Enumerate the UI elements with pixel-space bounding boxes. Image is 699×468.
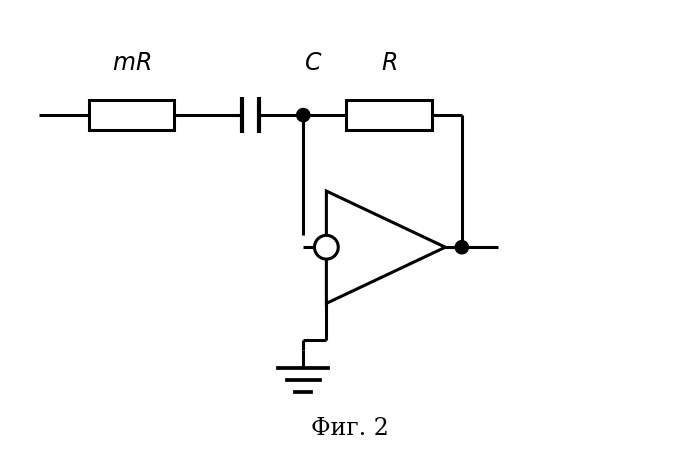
Text: Фиг. 2: Фиг. 2 <box>310 417 389 440</box>
Bar <box>89 100 175 130</box>
Text: $R$: $R$ <box>381 52 397 75</box>
Text: $C$: $C$ <box>304 52 322 75</box>
Polygon shape <box>326 191 445 303</box>
Circle shape <box>455 241 468 254</box>
Circle shape <box>296 109 310 122</box>
Bar <box>346 100 432 130</box>
Circle shape <box>315 235 338 259</box>
Text: $mR$: $mR$ <box>112 52 151 75</box>
